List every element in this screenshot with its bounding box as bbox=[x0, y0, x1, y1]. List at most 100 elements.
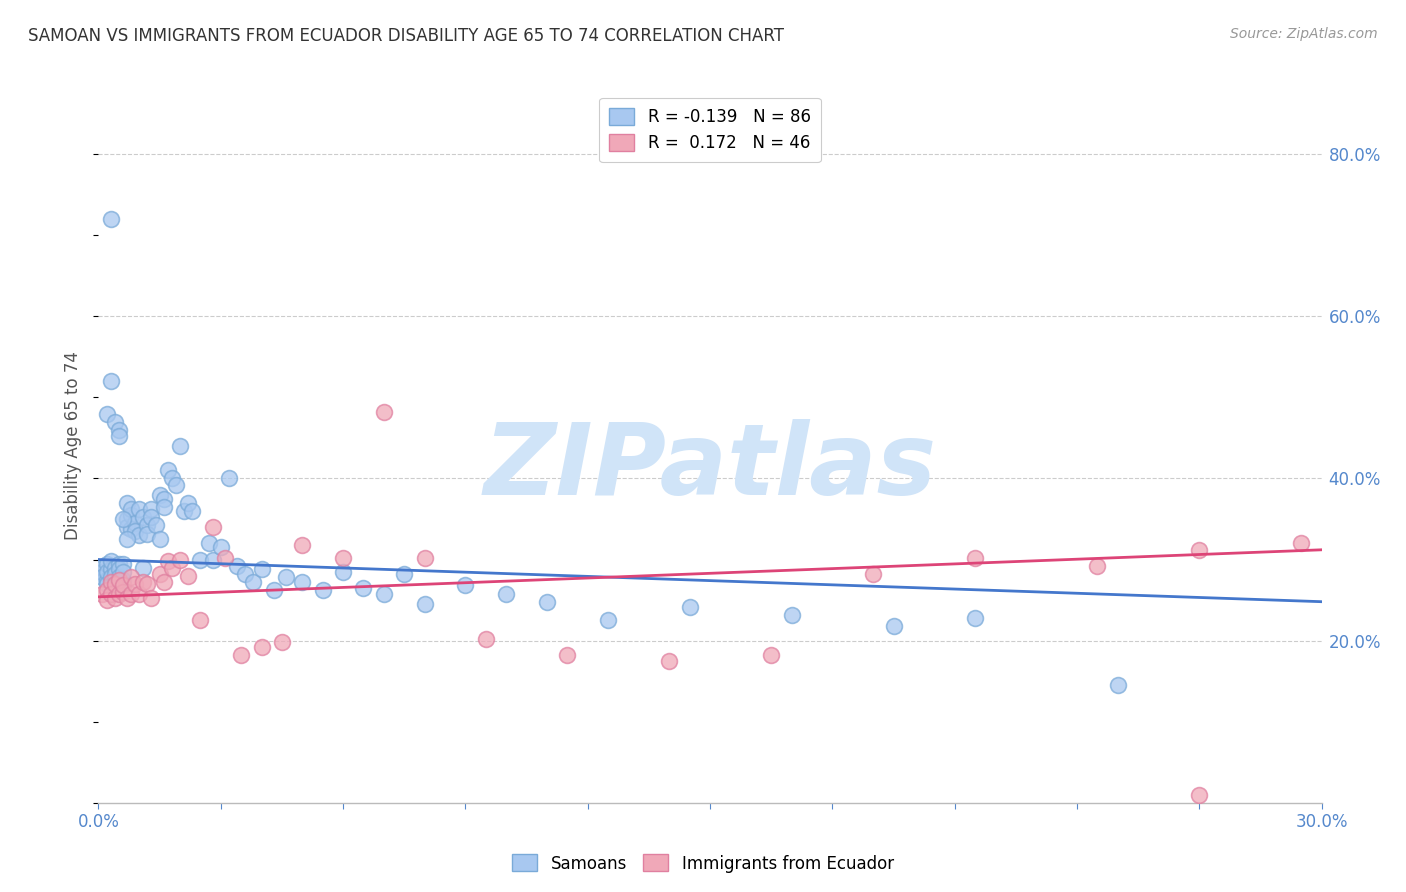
Point bbox=[536, 595, 558, 609]
Point bbox=[152, 575, 174, 590]
Point bbox=[173, 504, 195, 518]
Point bbox=[100, 562, 122, 576]
Point bbox=[160, 471, 183, 485]
Point bbox=[136, 526, 159, 541]
Point bbox=[111, 578, 134, 592]
Point bbox=[233, 567, 256, 582]
Point bbox=[332, 565, 354, 579]
Point bbox=[188, 552, 212, 566]
Point bbox=[100, 211, 122, 226]
Point bbox=[413, 550, 436, 565]
Point bbox=[557, 648, 579, 663]
Point bbox=[104, 577, 127, 591]
Point bbox=[270, 635, 294, 649]
Point bbox=[111, 557, 134, 571]
Point bbox=[169, 552, 191, 566]
Point bbox=[100, 570, 122, 584]
Point bbox=[165, 478, 187, 492]
Point bbox=[96, 593, 118, 607]
Point bbox=[124, 577, 146, 591]
Point bbox=[413, 597, 436, 611]
Point bbox=[862, 567, 884, 582]
Point bbox=[152, 500, 174, 514]
Point bbox=[132, 560, 155, 574]
Point bbox=[1291, 536, 1313, 550]
Point bbox=[454, 578, 477, 592]
Point bbox=[91, 560, 114, 574]
Point bbox=[115, 591, 138, 606]
Point bbox=[120, 522, 142, 536]
Point bbox=[108, 423, 131, 437]
Point bbox=[120, 570, 142, 584]
Point bbox=[96, 577, 118, 591]
Point bbox=[141, 510, 163, 524]
Point bbox=[132, 510, 155, 524]
Point bbox=[100, 374, 122, 388]
Point bbox=[679, 599, 702, 614]
Point bbox=[965, 611, 987, 625]
Point bbox=[1188, 788, 1211, 802]
Point bbox=[352, 581, 374, 595]
Point bbox=[1085, 559, 1108, 574]
Point bbox=[100, 586, 122, 600]
Point bbox=[91, 586, 114, 600]
Point bbox=[226, 559, 249, 574]
Point bbox=[495, 586, 517, 600]
Point bbox=[96, 565, 118, 579]
Point bbox=[250, 640, 273, 654]
Point bbox=[100, 578, 122, 592]
Point bbox=[761, 648, 783, 663]
Point bbox=[373, 586, 395, 600]
Point bbox=[120, 508, 142, 522]
Point bbox=[108, 562, 131, 576]
Point bbox=[209, 541, 232, 555]
Point bbox=[96, 583, 118, 598]
Point bbox=[111, 585, 134, 599]
Point bbox=[1188, 542, 1211, 557]
Point bbox=[104, 573, 127, 587]
Y-axis label: Disability Age 65 to 74: Disability Age 65 to 74 bbox=[65, 351, 83, 541]
Point bbox=[104, 567, 127, 582]
Point bbox=[115, 512, 138, 526]
Point bbox=[120, 586, 142, 600]
Point bbox=[231, 648, 253, 663]
Point bbox=[111, 565, 134, 579]
Point bbox=[111, 573, 134, 587]
Point bbox=[169, 439, 191, 453]
Point bbox=[392, 567, 416, 582]
Point bbox=[141, 591, 163, 606]
Text: Source: ZipAtlas.com: Source: ZipAtlas.com bbox=[1230, 27, 1378, 41]
Point bbox=[177, 496, 200, 510]
Point bbox=[111, 578, 134, 592]
Point bbox=[104, 415, 127, 429]
Point bbox=[250, 562, 273, 576]
Point bbox=[104, 581, 127, 595]
Point bbox=[156, 463, 179, 477]
Text: ZIPatlas: ZIPatlas bbox=[484, 419, 936, 516]
Point bbox=[218, 471, 240, 485]
Point bbox=[274, 570, 297, 584]
Point bbox=[156, 554, 179, 568]
Point bbox=[136, 577, 159, 591]
Point bbox=[197, 536, 219, 550]
Point bbox=[291, 575, 314, 590]
Point bbox=[1107, 678, 1129, 692]
Point bbox=[332, 550, 354, 565]
Point bbox=[96, 573, 118, 587]
Point bbox=[152, 491, 174, 506]
Point bbox=[177, 568, 200, 582]
Point bbox=[291, 538, 314, 552]
Point bbox=[115, 533, 138, 547]
Point bbox=[658, 654, 681, 668]
Point bbox=[149, 533, 172, 547]
Text: SAMOAN VS IMMIGRANTS FROM ECUADOR DISABILITY AGE 65 TO 74 CORRELATION CHART: SAMOAN VS IMMIGRANTS FROM ECUADOR DISABI… bbox=[28, 27, 785, 45]
Point bbox=[128, 502, 150, 516]
Point bbox=[120, 502, 142, 516]
Point bbox=[145, 518, 167, 533]
Point bbox=[111, 512, 134, 526]
Point bbox=[201, 520, 224, 534]
Point bbox=[108, 575, 131, 590]
Legend: R = -0.139   N = 86, R =  0.172   N = 46: R = -0.139 N = 86, R = 0.172 N = 46 bbox=[599, 97, 821, 162]
Point bbox=[201, 552, 224, 566]
Point bbox=[100, 575, 122, 590]
